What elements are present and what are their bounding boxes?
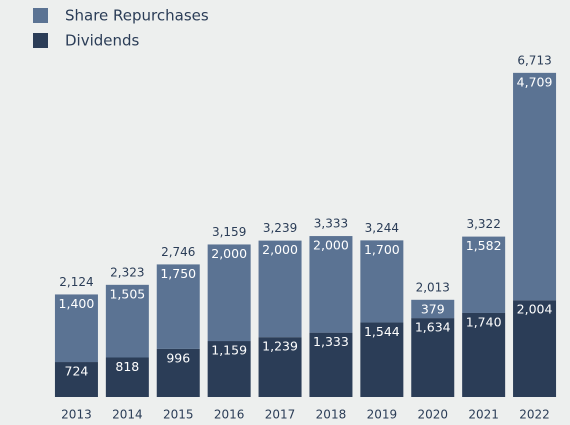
data-label: 1,740 [466,314,502,329]
x-tick-label: 2013 [61,408,92,422]
total-label: 3,239 [263,221,297,235]
data-label: 1,159 [211,343,247,358]
bar-segment [54,294,98,363]
legend-text: Share Repurchases [65,7,209,25]
x-tick-label: 2020 [417,408,448,422]
data-label: 1,505 [109,286,145,301]
data-label: 2,000 [211,246,247,261]
bar-segment [462,236,506,313]
bar-segment [105,284,149,358]
bar-segment [105,357,149,397]
data-label: 379 [421,301,445,316]
total-label: 2,323 [110,265,144,279]
total-label: 3,333 [314,217,348,231]
bar-segment [462,312,506,397]
data-label: 996 [166,350,190,365]
data-label: 1,333 [313,334,349,349]
x-tick-label: 2018 [316,408,347,422]
x-tick-label: 2016 [214,408,245,422]
bar-segment [411,299,455,319]
legend-text: Dividends [65,32,140,50]
x-tick-label: 2022 [519,408,550,422]
data-label: 1,582 [466,238,502,253]
bar-segment [513,300,557,397]
x-tick-label: 2019 [367,408,398,422]
x-tick-label: 2017 [265,408,296,422]
bar-segment [513,72,557,301]
legend-swatch [33,8,48,23]
total-label: 6,713 [517,53,551,67]
x-tick-label: 2021 [468,408,499,422]
data-label: 2,004 [517,302,553,317]
data-label: 1,634 [415,320,451,335]
total-label: 3,159 [212,225,246,239]
bar-segment [156,264,200,349]
bar-segment [360,240,404,323]
bar-segment [309,332,353,397]
x-tick-label: 2014 [112,408,143,422]
bar-segment [207,244,251,342]
total-label: 2,013 [416,280,450,294]
total-label: 2,124 [59,275,93,289]
bar-segment [309,236,353,333]
data-label: 818 [115,359,139,374]
data-label: 2,000 [262,242,298,257]
legend-swatch [33,33,48,48]
total-label: 3,244 [365,221,399,235]
data-label: 4,709 [517,74,553,89]
data-label: 1,700 [364,242,400,257]
bar-segment [411,318,455,397]
bar-segment [360,322,404,397]
bar-segment [258,240,302,338]
bar-segment [258,337,302,397]
data-label: 724 [65,364,89,379]
data-label: 1,400 [59,296,95,311]
total-label: 3,322 [466,217,500,231]
data-label: 2,000 [313,238,349,253]
bar-segment [54,362,98,397]
data-label: 1,544 [364,324,400,339]
data-label: 1,239 [262,339,298,354]
bar-segment [156,348,200,397]
x-tick-label: 2015 [163,408,194,422]
data-label: 1,750 [160,266,196,281]
bar-segment [207,341,251,397]
total-label: 2,746 [161,245,195,259]
